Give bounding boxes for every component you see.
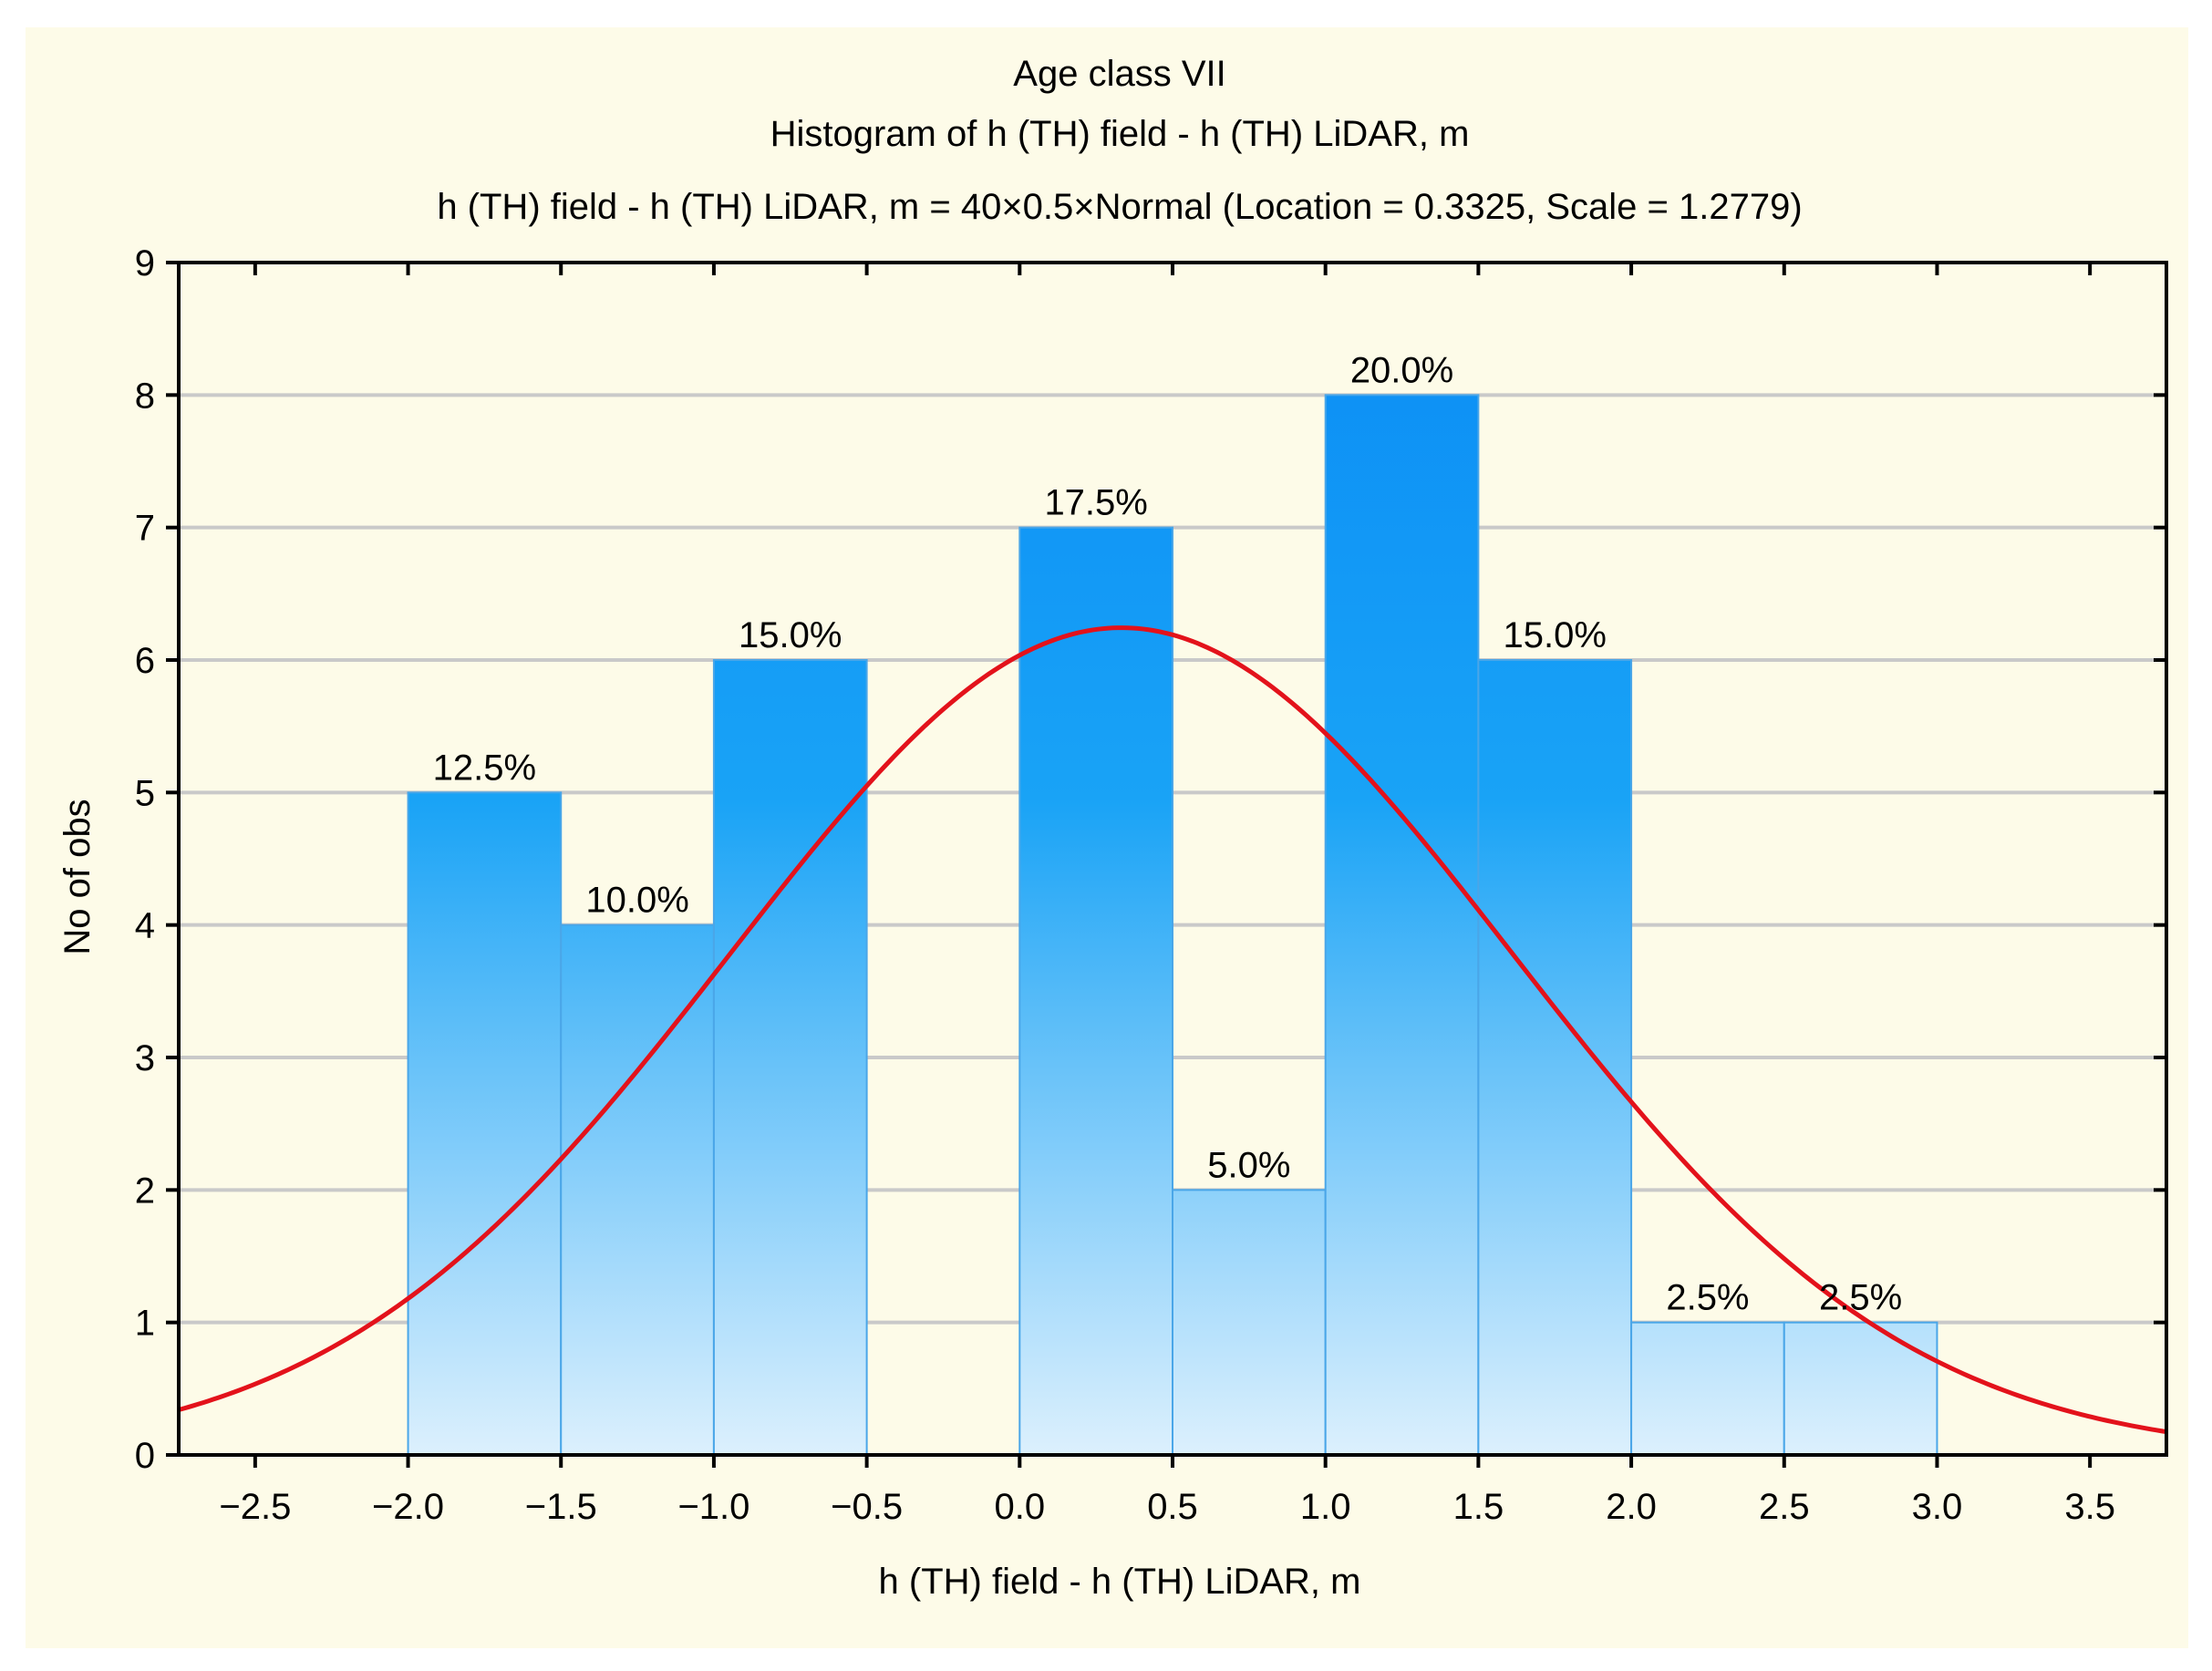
histogram-bar-2 [712,659,868,1456]
bars-layer [407,394,1938,1457]
x-tick-label-12: 3.5 [2064,1487,2115,1527]
chart-subtitle: Histogram of h (TH) field - h (TH) LiDAR… [770,114,1470,154]
histogram-bar-6 [1324,394,1480,1456]
x-tick-label-11: 3.0 [1912,1487,1963,1527]
histogram-bar-8 [1630,1321,1785,1456]
histogram-chart: Age class VII Histogram of h (TH) field … [26,27,2188,1648]
axis-layer: 0 1 2 3 4 5 6 7 8 9 −2.5 −2.0 −1.5 −1.0 −0.5 0.0 0.5 1.0 1… [135,243,2168,1527]
chart-title: Age class VII [1013,54,1225,94]
x-tick-label-6: 0.5 [1147,1487,1198,1527]
y-tick-label-6: 6 [135,641,155,681]
bar-label-7: 15.0% [1504,615,1607,655]
y-tick-label-0: 0 [135,1436,155,1476]
y-tick-label-9: 9 [135,243,155,284]
fit-label: h (TH) field - h (TH) LiDAR, m = 40×0.5×… [437,187,1802,227]
x-tick-label-2: −1.5 [525,1487,597,1527]
histogram-bar-0 [407,791,563,1456]
normal-fit-curve [178,625,2167,1435]
x-tick-label-1: −2.0 [372,1487,444,1527]
bar-label-4: 17.5% [1044,483,1147,523]
x-tick-label-9: 2.0 [1606,1487,1657,1527]
bar-label-5: 5.0% [1207,1145,1290,1185]
y-tick-label-7: 7 [135,509,155,549]
bar-labels-layer: 12.5% 10.0% 15.0% 17.5% 5.0% 20.0% 15.0% 2.5% 2.… [433,350,1903,1317]
y-tick-label-2: 2 [135,1171,155,1211]
y-tick-label-1: 1 [135,1304,155,1344]
histogram-bar-9 [1783,1321,1938,1456]
chart-frame: Age class VII Histogram of h (TH) field … [26,27,2188,1648]
y-axis-label: No of obs [57,799,98,954]
histogram-bar-5 [1172,1189,1327,1457]
y-tick-label-5: 5 [135,773,155,813]
x-tick-label-5: 0.0 [995,1487,1046,1527]
x-tick-label-7: 1.0 [1300,1487,1351,1527]
fit-curve-layer [178,625,2167,1435]
histogram-bar-4 [1018,526,1174,1456]
bar-label-6: 20.0% [1350,350,1453,390]
x-tick-label-0: −2.5 [219,1487,291,1527]
histogram-bar-1 [560,923,715,1456]
bar-label-9: 2.5% [1819,1278,1902,1318]
histogram-bar-7 [1477,659,1633,1456]
y-tick-label-4: 4 [135,906,155,946]
x-tick-label-3: −1.0 [677,1487,749,1527]
bar-label-0: 12.5% [433,748,536,788]
x-axis-label: h (TH) field - h (TH) LiDAR, m [879,1562,1361,1602]
x-tick-label-10: 2.5 [1759,1487,1810,1527]
bar-label-8: 2.5% [1666,1278,1749,1318]
bar-label-1: 10.0% [585,881,688,921]
x-tick-label-8: 1.5 [1453,1487,1504,1527]
y-tick-label-3: 3 [135,1038,155,1078]
y-tick-label-8: 8 [135,376,155,416]
bar-label-2: 15.0% [739,615,842,655]
x-tick-label-4: −0.5 [831,1487,903,1527]
